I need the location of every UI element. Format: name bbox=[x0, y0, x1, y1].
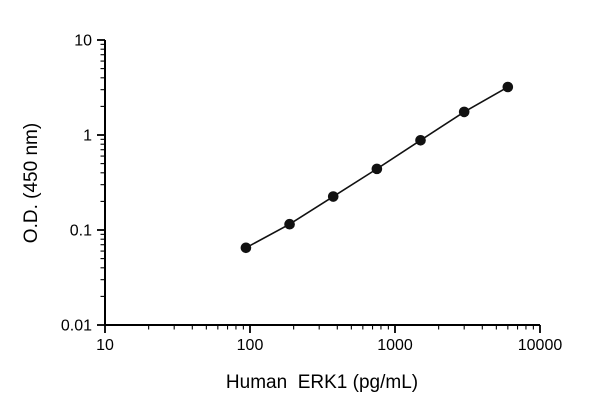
data-point bbox=[458, 106, 470, 118]
data-point bbox=[327, 191, 339, 202]
data-point bbox=[240, 242, 252, 254]
y-tick-label: 0.01 bbox=[61, 318, 92, 335]
data-point bbox=[284, 218, 295, 230]
y-tick-label: 10 bbox=[74, 33, 92, 50]
x-tick-label: 10000 bbox=[518, 337, 563, 354]
y-axis-title: O.D. (450 nm) bbox=[21, 123, 42, 243]
data-point bbox=[415, 134, 426, 146]
y-tick-label: 1 bbox=[83, 128, 92, 145]
x-tick-label: 100 bbox=[237, 337, 264, 354]
plot-area: 10 100 1000 10000 0.01 0.1 1 10 bbox=[61, 33, 562, 355]
x-tick-label: 1000 bbox=[377, 337, 413, 354]
x-tick-label: 10 bbox=[96, 337, 114, 354]
data-point bbox=[371, 163, 383, 175]
x-axis-title: Human ERK1 (pg/mL) bbox=[226, 372, 418, 393]
y-tick-label: 0.1 bbox=[70, 223, 92, 240]
data-point bbox=[502, 81, 514, 93]
